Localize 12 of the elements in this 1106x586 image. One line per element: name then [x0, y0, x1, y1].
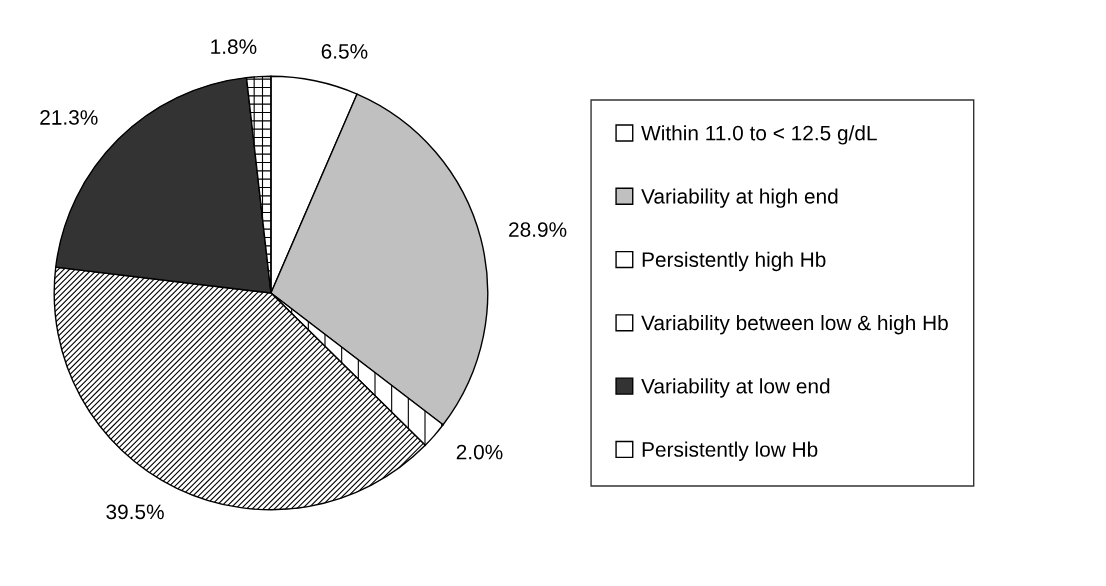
- data-label: 28.9%: [509, 222, 567, 237]
- legend-label: Persistently high Hb: [642, 251, 826, 272]
- legend-label: Within 11.0 to < 12.5 g/dL: [641, 125, 877, 145]
- data-label: 21.3%: [40, 110, 98, 125]
- legend-label: Variability at low end: [641, 378, 830, 398]
- data-label: 2.0%: [456, 444, 503, 460]
- legend-label: Variability at high end: [641, 188, 838, 208]
- legend-label: Persistently low Hb: [642, 441, 818, 461]
- legend-label: Variability between low & high Hb: [641, 314, 948, 335]
- data-label: 39.5%: [106, 504, 164, 520]
- data-label: 1.8%: [211, 39, 257, 55]
- data-label: 6.5%: [321, 43, 368, 59]
